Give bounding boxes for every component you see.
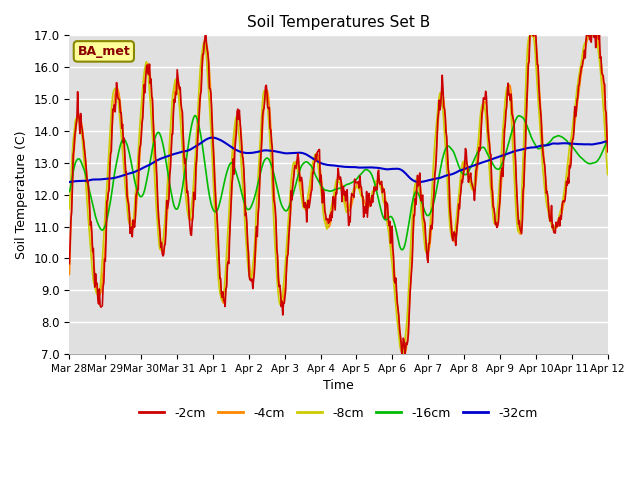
X-axis label: Time: Time <box>323 379 354 392</box>
Text: BA_met: BA_met <box>77 45 130 58</box>
Title: Soil Temperatures Set B: Soil Temperatures Set B <box>247 15 430 30</box>
Y-axis label: Soil Temperature (C): Soil Temperature (C) <box>15 131 28 259</box>
Legend: -2cm, -4cm, -8cm, -16cm, -32cm: -2cm, -4cm, -8cm, -16cm, -32cm <box>134 402 543 425</box>
